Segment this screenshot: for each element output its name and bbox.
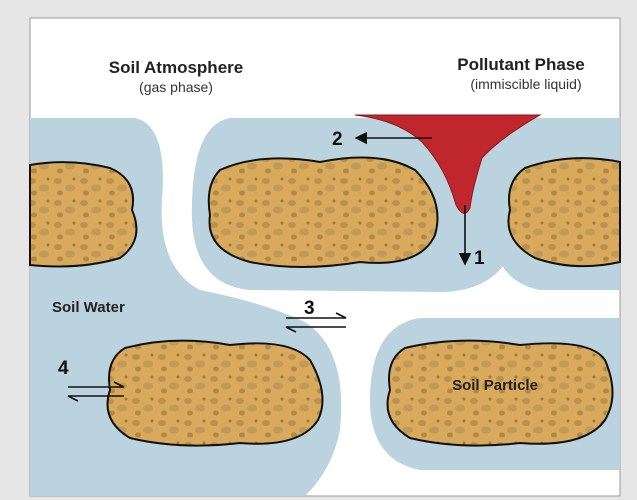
arrow-label: 1 — [474, 248, 485, 269]
label: Soil Atmosphere — [109, 58, 243, 77]
arrow-label: 3 — [304, 298, 315, 319]
arrow-4 — [67, 381, 125, 402]
soil-particles — [29, 156, 621, 447]
label: Soil Particle — [452, 377, 538, 394]
label: Soil Water — [52, 299, 125, 316]
arrow-label: 4 — [58, 358, 69, 379]
arrow-label: 2 — [332, 129, 343, 150]
arrow-3 — [285, 312, 347, 333]
label: (gas phase) — [139, 79, 213, 95]
label: (immiscible liquid) — [470, 76, 581, 92]
label: Pollutant Phase — [457, 55, 585, 74]
